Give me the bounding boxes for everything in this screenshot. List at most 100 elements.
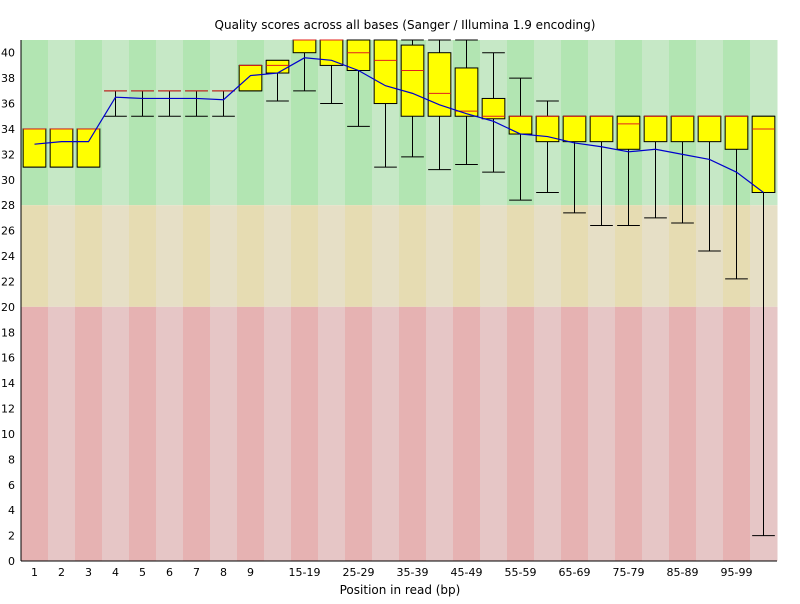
background-band-cell <box>21 306 49 561</box>
x-tick-label: 6 <box>166 566 173 579</box>
iqr-box <box>670 115 695 143</box>
x-tick-label: 25-29 <box>343 566 375 579</box>
background-band-cell <box>129 205 157 307</box>
iqr-box <box>751 115 776 193</box>
background-band-cell <box>129 40 157 206</box>
background-band-cell <box>345 306 373 561</box>
mean-line <box>34 57 764 193</box>
y-tick-label: 28 <box>1 199 15 212</box>
background-band-cell <box>399 306 427 561</box>
box-2 <box>49 128 74 168</box>
background-band-cell <box>75 306 103 561</box>
iqr-box <box>400 44 425 117</box>
background-band-cell <box>156 205 184 307</box>
x-tick-label: 1 <box>31 566 38 579</box>
y-tick-label: 26 <box>1 225 15 238</box>
iqr-box <box>589 115 614 143</box>
x-tick-label: 75-79 <box>613 566 645 579</box>
box-6 <box>158 90 181 117</box>
background-band-cell <box>426 205 454 307</box>
box-9 <box>238 64 263 92</box>
background-band-cell <box>642 205 670 307</box>
background-band-cell <box>453 306 481 561</box>
background-band-cell <box>453 205 481 307</box>
chart-title: Quality scores across all bases (Sanger … <box>215 18 596 32</box>
y-tick-label: 12 <box>1 403 15 416</box>
background-band-cell <box>399 205 427 307</box>
background-band-cell <box>615 306 643 561</box>
y-tick-label: 10 <box>1 428 15 441</box>
x-tick-label: 7 <box>193 566 200 579</box>
background-band-cell <box>507 205 535 307</box>
box-50-54 <box>481 52 506 173</box>
box-95-99 <box>724 115 749 280</box>
x-tick-label: 65-69 <box>559 566 591 579</box>
box-65-69 <box>562 115 587 214</box>
box-1 <box>22 128 47 168</box>
background-band-cell <box>156 40 184 206</box>
background-band-cell <box>102 40 130 206</box>
box-3 <box>76 128 101 168</box>
y-tick-label: 22 <box>1 275 15 288</box>
iqr-box <box>49 128 74 168</box>
background-band-cell <box>102 306 130 561</box>
y-tick-label: 16 <box>1 352 15 365</box>
y-tick-label: 34 <box>1 123 15 136</box>
iqr-box <box>697 115 722 143</box>
background-band-cell <box>507 306 535 561</box>
iqr-box <box>616 115 641 150</box>
background-band-cell <box>210 306 238 561</box>
y-tick-label: 2 <box>8 530 15 543</box>
background-band-cell <box>48 40 76 206</box>
iqr-box <box>454 67 479 117</box>
y-tick-label: 36 <box>1 98 15 111</box>
box-85-89 <box>670 115 695 224</box>
background-band-cell <box>372 306 400 561</box>
background-band-cell <box>183 205 211 307</box>
iqr-box <box>724 115 749 150</box>
box-25-29 <box>346 39 371 127</box>
iqr-box <box>292 39 317 54</box>
x-tick-label: 85-89 <box>667 566 699 579</box>
iqr-box <box>265 59 290 74</box>
iqr-box <box>427 52 452 117</box>
x-tick-label: 95-99 <box>721 566 753 579</box>
iqr-box <box>22 128 47 168</box>
box-60-64 <box>535 100 560 193</box>
background-band-cell <box>372 205 400 307</box>
background-band-cell <box>156 306 184 561</box>
background-band-cell <box>237 306 265 561</box>
y-tick-label: 4 <box>8 504 15 517</box>
iqr-box <box>238 64 263 92</box>
background-band-cell <box>210 40 238 206</box>
background-band-cell <box>480 205 508 307</box>
background-band-cell <box>48 205 76 307</box>
background-band-cell <box>129 306 157 561</box>
box-35-39 <box>400 39 425 158</box>
box-45-49 <box>454 39 479 166</box>
y-tick-label: 18 <box>1 326 15 339</box>
x-tick-label: 55-59 <box>505 566 537 579</box>
background-band-cell <box>318 306 346 561</box>
x-tick-label: 15-19 <box>289 566 321 579</box>
iqr-box <box>481 97 506 120</box>
box-15-19 <box>292 39 317 92</box>
y-tick-label: 14 <box>1 377 15 390</box>
background-band-cell <box>426 306 454 561</box>
box-90-94 <box>697 115 722 252</box>
box-5 <box>131 90 154 117</box>
box-8 <box>212 90 235 117</box>
background-band-cell <box>102 205 130 307</box>
background-band-cell <box>669 306 697 561</box>
box-70-74 <box>589 115 614 227</box>
x-tick-label: 4 <box>112 566 119 579</box>
background-bands <box>21 40 778 561</box>
background-band-cell <box>75 205 103 307</box>
iqr-box <box>373 39 398 105</box>
background-band-cell <box>561 205 589 307</box>
y-tick-label: 32 <box>1 148 15 161</box>
boxplot-layer <box>22 39 776 537</box>
x-tick-label: 45-49 <box>451 566 483 579</box>
